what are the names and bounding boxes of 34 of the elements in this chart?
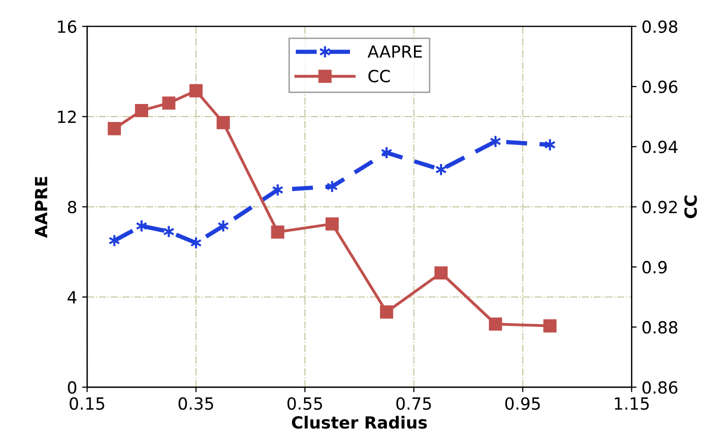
legend-label: AAPRE xyxy=(368,46,422,58)
y2-tick-label: 0.92 xyxy=(642,200,677,214)
y-tick-label: 0 xyxy=(68,381,76,394)
point xyxy=(488,317,502,331)
y2-tick-label: 0.86 xyxy=(642,381,678,394)
point xyxy=(380,305,394,319)
y-tick-label: 16 xyxy=(58,20,76,33)
point xyxy=(271,225,284,239)
y-tick-label: 8 xyxy=(68,200,76,214)
y2-tick-label: 0.96 xyxy=(642,80,678,94)
point xyxy=(134,104,148,118)
y2-tick-label: 0.94 xyxy=(642,140,678,154)
x-tick-label: 0.75 xyxy=(396,397,431,410)
y2-tick-label: 0.98 xyxy=(642,20,678,33)
y-tick-label: 12 xyxy=(58,110,76,123)
y2-tick-label: 0.9 xyxy=(642,260,667,274)
y2-tick-label: 0.88 xyxy=(642,321,678,334)
y2-axis-title: CC xyxy=(684,196,697,218)
legend-label: CC xyxy=(368,70,390,82)
point xyxy=(162,96,176,110)
y-tick-label: 4 xyxy=(68,291,76,304)
point xyxy=(108,122,121,136)
point xyxy=(434,266,448,280)
point xyxy=(216,116,230,130)
x-tick-label: 0.15 xyxy=(70,397,104,410)
x-tick-label: 0.95 xyxy=(505,397,540,410)
point xyxy=(543,319,557,332)
point xyxy=(189,84,203,98)
x-axis-title: Cluster Radius xyxy=(292,416,427,429)
x-tick-label: 0.55 xyxy=(287,397,322,410)
point xyxy=(326,217,339,231)
y-axis-title: AAPRE xyxy=(35,176,48,238)
x-tick-label: 1.15 xyxy=(614,397,649,410)
x-tick-label: 0.35 xyxy=(178,397,214,410)
